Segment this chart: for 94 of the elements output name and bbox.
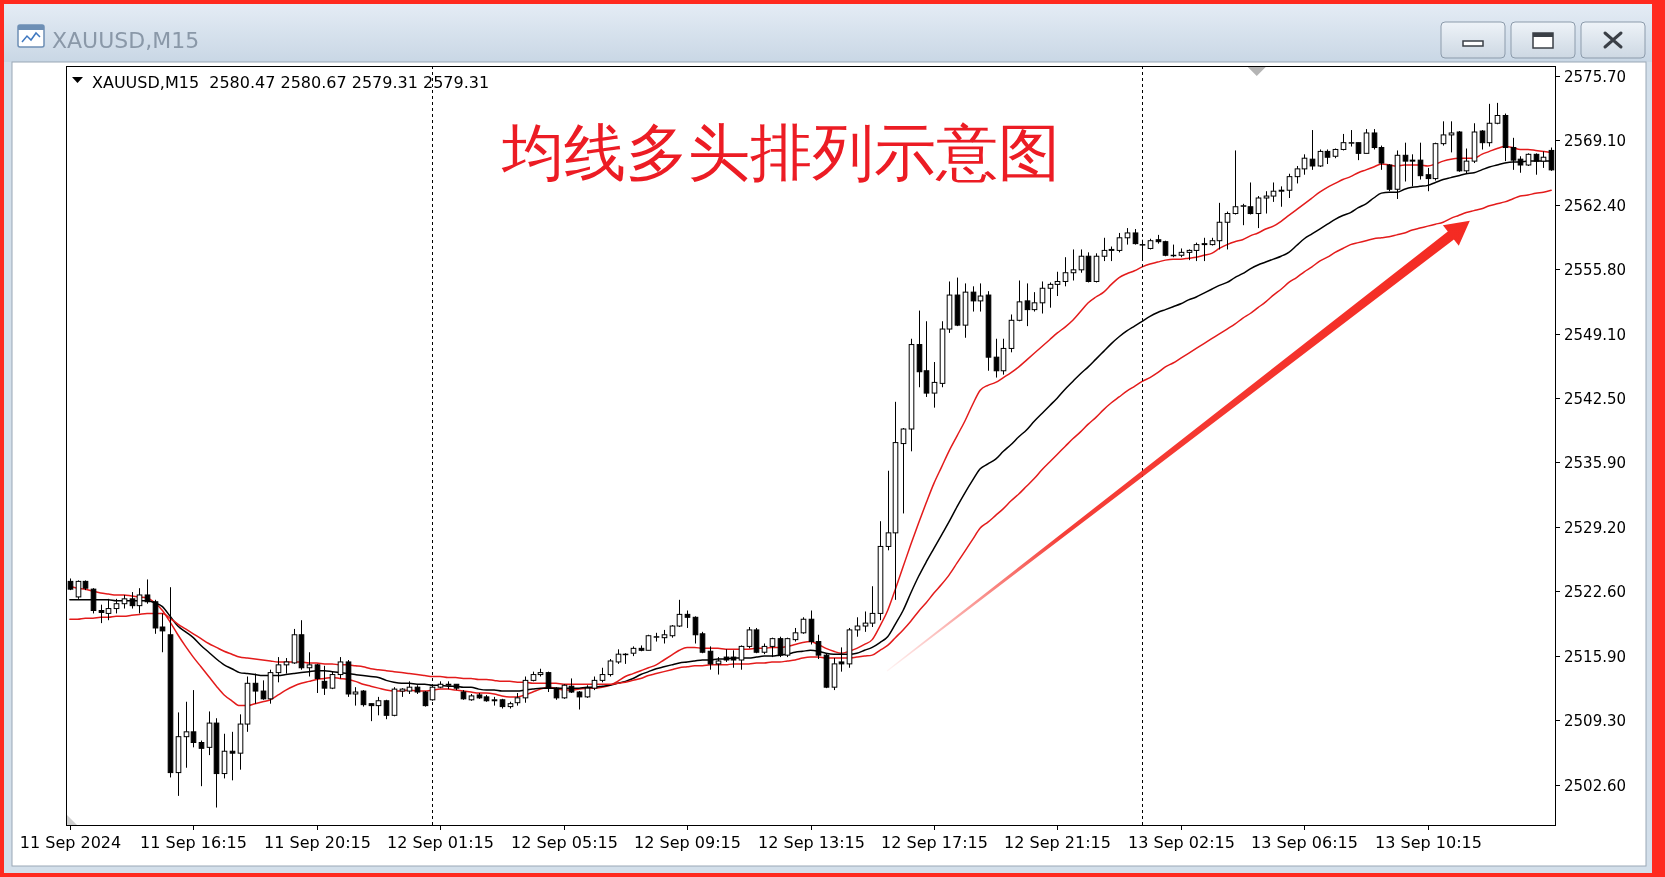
y-tick-label: 2529.20 [1564,518,1627,537]
candlestick [198,740,205,787]
candlestick [136,587,143,614]
candlestick [275,656,282,683]
candlestick [1062,256,1069,287]
candlestick [1255,195,1262,229]
y-tick-label: 2535.90 [1564,453,1627,472]
candlestick [159,612,166,653]
candlestick [1363,128,1370,154]
x-tick-label: 11 Sep 2024 [19,833,122,852]
candlestick [1402,142,1409,182]
x-tick-label: 12 Sep 21:15 [1004,833,1111,852]
candlestick [1371,128,1378,150]
candlestick [1417,142,1424,181]
candlestick [977,282,984,313]
candlestick [98,604,105,624]
x-tick-label: 12 Sep 05:15 [511,833,618,852]
candlestick [260,679,267,701]
y-tick-label: 2569.10 [1564,131,1627,150]
candlestick [1201,237,1208,262]
candlestick [1224,211,1231,250]
candlestick [1232,149,1239,215]
x-tick-label: 13 Sep 02:15 [1128,833,1235,852]
candlestick [1016,280,1023,322]
x-tick-label: 12 Sep 09:15 [634,833,741,852]
x-tick-label: 13 Sep 06:15 [1251,833,1358,852]
y-tick-label: 2562.40 [1564,196,1627,215]
text: 均线多头排列示意图 [500,116,1060,190]
x-tick-label: 11 Sep 20:15 [264,833,371,852]
candlestick [576,690,583,710]
candlestick [90,587,97,614]
candlestick [1047,281,1054,309]
y-tick-label: 2555.80 [1564,260,1627,279]
candlestick [900,427,907,514]
candlestick [1031,291,1038,313]
candlestick [1440,120,1447,147]
candlestick [746,626,753,649]
x-tick-label: 12 Sep 13:15 [758,833,865,852]
candlestick [1101,237,1108,262]
candlestick [337,656,344,679]
x-tick-label: 12 Sep 17:15 [881,833,988,852]
candlestick [753,627,760,654]
candlestick [931,361,938,409]
candlestick [1263,190,1270,215]
x-tick-label: 12 Sep 01:15 [387,833,494,852]
x-tick-label: 13 Sep 10:15 [1375,833,1482,852]
candlestick [183,701,190,769]
candlestick [1024,282,1031,327]
candlestick [707,645,714,671]
candlestick [1286,173,1293,199]
chart-subtitle: XAUUSD,M15 2580.47 2580.67 2579.31 2579.31 [92,73,490,92]
candlestick [1054,271,1061,297]
candlestick [738,644,745,671]
candlestick [869,585,876,628]
candlestick [1301,153,1308,176]
candlestick [1193,242,1200,262]
candlestick [75,579,82,600]
y-tick-label: 2542.50 [1564,389,1627,408]
candlestick [1278,185,1285,208]
candlestick [815,634,822,660]
candlestick [229,731,236,781]
y-tick-label: 2522.60 [1564,582,1627,601]
candlestick [1270,181,1277,203]
candlestick [1479,129,1486,150]
candlestick [1425,167,1432,192]
candlestick [923,320,930,398]
candlestick [831,657,838,691]
y-tick-label: 2549.10 [1564,325,1627,344]
candlestick [885,470,892,551]
candlestick [862,610,869,633]
candlestick [1240,203,1247,226]
y-tick-label: 2509.30 [1564,711,1627,730]
candlestick [676,599,683,628]
candlestick [1378,145,1385,171]
candlestick [306,651,313,677]
candlestick [190,689,197,748]
candlestick [777,636,784,658]
candlestick [1309,129,1316,171]
candlestick [1448,120,1455,153]
candlestick [144,578,151,605]
candlestick [352,686,359,707]
y-tick-label: 2575.70 [1564,67,1627,86]
candlestick [375,696,382,716]
candlestick [1116,232,1123,253]
candlestick [838,646,845,673]
x-tick-label: 11 Sep 16:15 [140,833,247,852]
candlestick [970,285,977,313]
y-tick-label: 2515.90 [1564,647,1627,666]
candlestick [1070,248,1077,281]
candlestick [1247,181,1254,215]
y-tick-label: 2502.60 [1564,776,1627,795]
candlestick [105,598,112,621]
text: XAUUSD,M15 [52,28,200,53]
candlestick [854,616,861,638]
